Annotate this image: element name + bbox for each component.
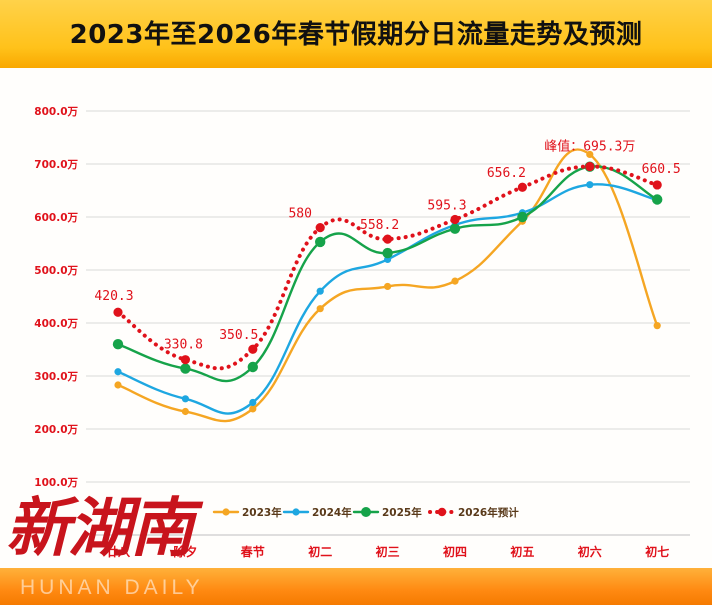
series-point-2 (517, 211, 528, 223)
series-point-2 (315, 236, 326, 248)
series-point-2 (247, 361, 258, 373)
x-tick-label: 初三 (376, 544, 400, 559)
legend-label: 2024年 (312, 506, 352, 519)
legend-marker (361, 507, 371, 517)
series-point-2 (652, 194, 663, 205)
data-label: 595.3 (427, 198, 466, 213)
series-point-3 (450, 214, 460, 225)
y-tick-label: 600.0万 (34, 212, 78, 224)
series-point-3 (517, 182, 528, 192)
x-tick-label: 除夕 (173, 544, 197, 559)
y-tick-label: 300.0万 (34, 371, 78, 383)
logo-text: 新湖南 (6, 491, 204, 562)
series-point-0 (181, 407, 189, 416)
legend-label: 2023年 (242, 506, 282, 519)
series-point-1 (316, 287, 324, 295)
x-tick-label: 春节 (240, 544, 265, 559)
series-point-3 (113, 307, 123, 317)
series-point-3 (383, 234, 393, 244)
chart-title: 2023年至2026年春节假期分日流量走势及预测 (69, 20, 643, 50)
series-point-1 (249, 398, 257, 407)
x-tick-label: 廿八 (106, 544, 131, 559)
legend-label: 2025年 (382, 506, 422, 519)
series-point-3 (585, 161, 595, 172)
series-point-0 (316, 305, 324, 313)
data-label: 656.2 (487, 166, 526, 181)
x-tick-label: 初七 (645, 544, 669, 559)
x-tick-label: 初二 (308, 544, 332, 559)
series-point-3 (315, 223, 325, 233)
data-label: 580 (288, 207, 311, 222)
logo-subtext: HUNAN DAILY (20, 576, 204, 599)
series-point-1 (586, 181, 594, 189)
series-point-0 (451, 277, 459, 285)
data-label: 420.3 (94, 289, 133, 304)
series-point-3 (652, 180, 662, 190)
series-point-0 (114, 381, 122, 389)
legend-label: 2026年预计 (458, 506, 519, 519)
y-tick-label: 100.0万 (34, 477, 78, 489)
series-point-0 (384, 282, 392, 291)
footer-band (0, 568, 712, 605)
data-label: 660.5 (642, 162, 681, 177)
data-label: 558.2 (360, 218, 399, 233)
y-tick-label: 700.0万 (34, 159, 78, 171)
series-point-0 (249, 405, 257, 413)
header-banner: 2023年至2026年春节假期分日流量走势及预测 (0, 0, 712, 68)
x-tick-label: 初六 (578, 544, 602, 559)
data-label: 350.5 (219, 328, 258, 343)
legend-marker (292, 508, 300, 516)
y-tick-label: 800.0万 (34, 106, 78, 118)
hunan-daily-logo: 新湖南 (6, 491, 206, 562)
series-point-2 (382, 247, 393, 259)
y-tick-label: 200.0万 (34, 424, 78, 436)
series-point-1 (114, 368, 122, 376)
series-point-1 (181, 395, 189, 403)
series-point-0 (653, 322, 661, 330)
series-point-2 (449, 223, 461, 234)
series-line-2 (116, 165, 659, 383)
series-point-3 (248, 344, 258, 354)
series-line-1 (116, 183, 659, 415)
series-line-3 (116, 164, 660, 371)
legend-marker (222, 508, 230, 516)
series-point-2 (112, 339, 124, 350)
x-tick-label: 初五 (510, 544, 534, 559)
series-point-2 (180, 363, 191, 374)
data-label: 峰值：695.3万 (544, 138, 635, 154)
series-point-3 (180, 355, 190, 365)
x-tick-label: 初四 (443, 544, 467, 559)
legend-marker (437, 507, 447, 517)
y-tick-label: 400.0万 (34, 318, 78, 330)
y-tick-label: 500.0万 (34, 265, 78, 277)
data-label: 330.8 (164, 338, 203, 353)
series-point-0 (586, 150, 594, 159)
